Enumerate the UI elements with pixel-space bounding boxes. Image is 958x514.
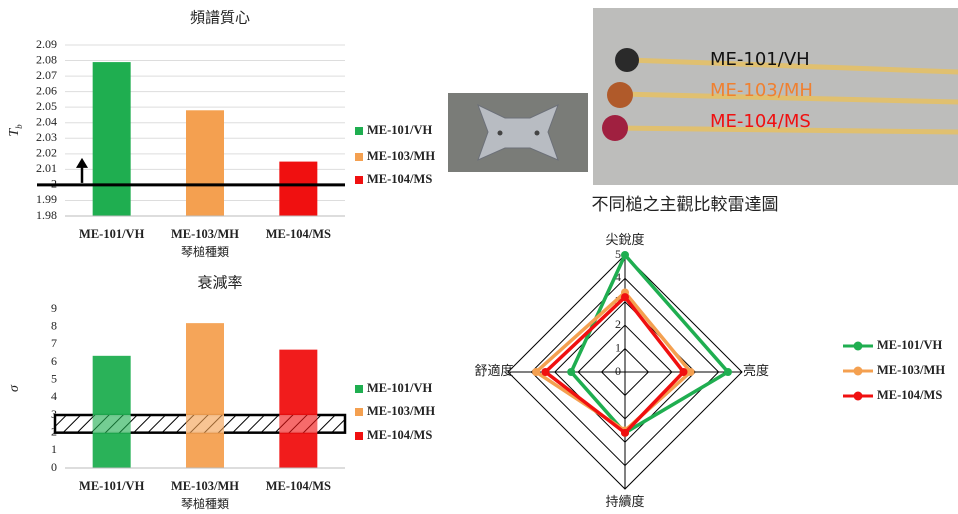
- photo-labels: ME-101/VH ME-103/MH ME-104/MS: [710, 49, 813, 132]
- x-tick-label: ME-103/MH: [171, 479, 239, 493]
- y-tick-label: 6: [51, 354, 57, 368]
- y-tick-label: 0: [51, 460, 57, 474]
- y-tick-label: 1: [51, 442, 57, 456]
- legend-label: ME-101/VH: [877, 338, 943, 352]
- y-tick-label: 2.07: [36, 68, 57, 82]
- y-tick-label: 8: [51, 318, 57, 332]
- y-tick-label: 1.98: [36, 208, 57, 222]
- legend-marker: [853, 366, 863, 376]
- legend-label: ME-103/MH: [367, 404, 435, 418]
- y-tick-label: 2.05: [36, 99, 57, 113]
- radar-point: [621, 293, 629, 302]
- legend-swatch: [355, 176, 363, 184]
- legend-label: ME-104/MS: [877, 388, 942, 402]
- chart-title: 衰減率: [197, 274, 242, 292]
- y-tick-label: 4: [51, 389, 57, 403]
- legend-label: ME-103/MH: [877, 363, 945, 377]
- radar-point: [723, 368, 732, 376]
- legend-label: ME-101/VH: [367, 123, 433, 137]
- y-tick-label: 2.03: [36, 130, 57, 144]
- x-axis-label: 琴槌種類: [181, 496, 229, 511]
- bar: [186, 110, 224, 216]
- chart-title: 頻譜質心: [190, 9, 250, 27]
- x-axis-label: 琴槌種類: [181, 244, 229, 259]
- photo-label: ME-101/VH: [710, 49, 810, 70]
- legend-swatch: [355, 408, 363, 416]
- radar-axis-label: 持續度: [605, 494, 644, 509]
- y-tick-label: 7: [51, 336, 57, 350]
- arrow-head: [76, 157, 88, 168]
- x-tick-label: ME-103/MH: [171, 227, 239, 241]
- legend-label: ME-104/MS: [367, 172, 432, 186]
- r-tick-label: 4: [615, 270, 621, 284]
- y-tick-label: 2.04: [36, 114, 57, 128]
- radar-axis-label: 舒適度: [474, 363, 513, 378]
- y-tick-label: 5: [51, 371, 57, 385]
- photo-mallets: [593, 8, 958, 185]
- legend-swatch: [355, 385, 363, 393]
- y-axis-label: Tb: [7, 124, 24, 137]
- legend-swatch: [355, 153, 363, 161]
- legend-marker: [853, 391, 863, 401]
- bar: [279, 349, 318, 468]
- band-overlay: [92, 415, 131, 433]
- legend-label: ME-104/MS: [367, 428, 432, 442]
- y-axis-label-subscript: b: [14, 124, 24, 129]
- bar: [186, 323, 224, 468]
- legend-marker: [853, 341, 863, 351]
- legend-swatch: [355, 127, 363, 135]
- x-tick-label: ME-101/VH: [79, 227, 145, 241]
- band-overlay: [186, 415, 224, 433]
- photo-label: ME-104/MS: [710, 111, 811, 132]
- radar-axis-label: 尖銳度: [605, 232, 644, 247]
- radar-point: [541, 368, 550, 376]
- x-tick-label: ME-104/MS: [266, 227, 331, 241]
- y-tick-label: 2.08: [36, 52, 57, 66]
- band-overlay: [279, 415, 318, 433]
- y-tick-label: 9: [51, 301, 57, 315]
- x-tick-label: ME-104/MS: [266, 479, 331, 493]
- y-tick-label: 2.01: [36, 161, 57, 175]
- legend-label: ME-101/VH: [367, 381, 433, 395]
- radar-point: [621, 428, 629, 437]
- radar-point: [567, 368, 576, 376]
- legend-label: ME-103/MH: [367, 149, 435, 163]
- y-tick-label: 1.99: [36, 192, 57, 206]
- r-tick-label: 1: [615, 340, 621, 354]
- radar-point: [679, 368, 688, 376]
- photo-label: ME-103/MH: [710, 80, 813, 101]
- bar: [279, 161, 318, 216]
- bar: [92, 355, 131, 468]
- r-tick-label: 2: [615, 317, 621, 331]
- y-tick-label: 3: [51, 407, 57, 421]
- r-tick-label: 0: [615, 364, 621, 378]
- chart-title: 不同槌之主觀比較雷達圖: [592, 195, 779, 215]
- radar-point: [621, 251, 629, 259]
- y-tick-label: 2.02: [36, 146, 57, 160]
- r-tick-label: 5: [615, 247, 621, 261]
- radar-axis-label: 亮度: [743, 363, 769, 378]
- radar-point: [686, 368, 695, 376]
- photo-plate: [448, 93, 588, 172]
- bar: [92, 62, 131, 216]
- legend-swatch: [355, 432, 363, 440]
- y-axis-label: σ: [7, 384, 22, 392]
- y-tick-label: 2.09: [36, 37, 57, 51]
- x-tick-label: ME-101/VH: [79, 479, 145, 493]
- y-tick-label: 2.06: [36, 83, 57, 97]
- radar-point: [532, 368, 541, 376]
